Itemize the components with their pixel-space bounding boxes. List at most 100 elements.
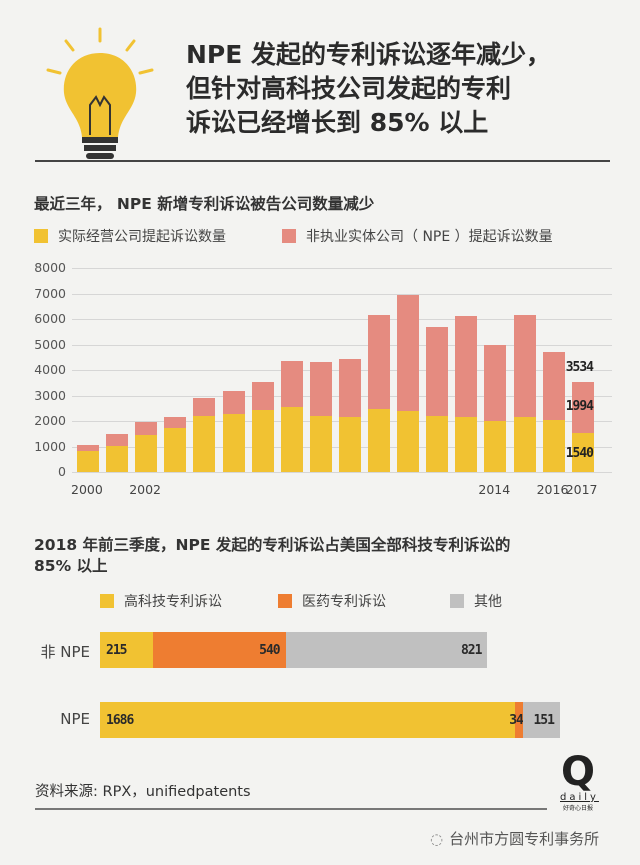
title-line: 诉讼已经增长到 85% 以上 — [186, 108, 489, 137]
bar-npe-2007 — [280, 360, 303, 407]
logo-sub: 好奇心日报 — [562, 805, 593, 812]
hbar-seg-其他: 821 — [285, 632, 488, 668]
bar-npe-2016 — [542, 351, 565, 421]
hbar-value: 215 — [106, 642, 128, 658]
bar-npe-2010 — [368, 315, 390, 409]
legend-label: 医药专利诉讼 — [302, 594, 386, 610]
hbar-value: 151 — [533, 712, 555, 728]
hbar-seg-医药专利诉讼: 34 — [509, 702, 524, 738]
y-tick-label: 8000 — [34, 260, 66, 275]
footer-divider — [35, 808, 547, 810]
legend-label: 实际经营公司提起诉讼数量 — [58, 229, 226, 245]
bar-npe-2000 — [77, 444, 99, 451]
y-tick-label: 1000 — [34, 438, 66, 454]
y-tick-label: 3000 — [34, 387, 66, 403]
legend-operating: 实际经营公司提起诉讼数量 — [34, 226, 226, 246]
gridline — [72, 344, 612, 346]
hbar-value: 34 — [509, 712, 524, 728]
chart1-title: 最近三年， NPE 新增专利诉讼被告公司数量减少 — [34, 195, 375, 213]
legend-label: 其他 — [474, 594, 502, 610]
x-tick-label: 2014 — [478, 482, 511, 497]
chart2-title: 2018 年前三季度，NPE 发起的专利诉讼占美国全部科技专利诉讼的 85% 以… — [34, 535, 510, 577]
title-line: 但针对高科技公司发起的专利 — [186, 74, 512, 103]
bar-operating-2010 — [368, 408, 390, 472]
bar-operating-2006 — [251, 410, 274, 472]
legend-swatch — [450, 594, 464, 608]
bar-operating-2015 — [513, 417, 536, 472]
logo-word: daily — [560, 792, 599, 803]
x-tick-label: 2002 — [129, 482, 161, 497]
label-operating: 1540 — [565, 446, 594, 462]
row-label-non-npe: 非 NPE — [40, 643, 90, 661]
hbar-seg-高科技专利诉讼: 215 — [100, 632, 153, 668]
bar-operating-2002 — [135, 434, 158, 472]
legend-swatch — [100, 594, 114, 608]
legend-swatch — [278, 594, 292, 608]
label-npe: 1994 — [565, 399, 594, 415]
page-title: NPE 发起的专利诉讼逐年减少， 但针对高科技公司发起的专利 诉讼已经增长到 8… — [186, 38, 626, 140]
legend-label: 非执业实体公司（ NPE ）提起诉讼数量 — [306, 229, 553, 245]
wechat-icon: ◌ — [430, 830, 444, 848]
bar-operating-2003 — [164, 428, 187, 472]
x-tick-label: 2000 — [71, 482, 103, 497]
bar-operating-2012 — [426, 415, 449, 472]
legend-label: 高科技专利诉讼 — [124, 594, 222, 610]
bar-npe-2002 — [135, 422, 158, 435]
gridline — [72, 472, 612, 473]
bar-operating-2005 — [222, 414, 245, 472]
chart2-title-line: 85% 以上 — [34, 557, 108, 575]
bar-npe-2015 — [513, 315, 536, 418]
bar-operating-2007 — [280, 406, 303, 472]
lightbulb-icon — [46, 27, 154, 159]
chart2-title-line: 2018 年前三季度，NPE 发起的专利诉讼占美国全部科技专利诉讼的 — [34, 536, 511, 554]
bar-operating-2008 — [309, 415, 332, 472]
bar-operating-2011 — [397, 411, 420, 472]
y-tick-label: 2000 — [34, 413, 66, 428]
bar-operating-2000 — [77, 450, 99, 472]
hbar-npe: 1686 34 151 — [100, 702, 560, 738]
qdaily-logo: Q daily 好奇心日报 — [560, 752, 596, 812]
gridline — [72, 268, 612, 269]
logo-letter: Q — [560, 749, 595, 795]
legend-swatch — [282, 229, 296, 243]
bar-operating-2013 — [455, 416, 478, 472]
bar-npe-2017 — [571, 381, 594, 433]
bar-npe-2013 — [455, 316, 478, 417]
y-tick-label: 6000 — [34, 311, 66, 326]
y-tick-label: 4000 — [34, 362, 66, 377]
legend-other: 其他 — [450, 591, 502, 611]
title-line: NPE 发起的专利诉讼逐年减少， — [186, 40, 552, 69]
bar-npe-2009 — [338, 358, 361, 417]
gridline — [72, 293, 612, 295]
bar-npe-2004 — [193, 397, 216, 416]
label-total: 3534 — [565, 359, 594, 375]
hbar-seg-高科技专利诉讼: 1686 — [100, 702, 515, 738]
legend-pharma: 医药专利诉讼 — [278, 591, 386, 611]
y-tick-label: 5000 — [34, 336, 66, 352]
source-note: 资料来源: RPX，unifiedpatents — [35, 784, 251, 800]
bar-npe-2006 — [251, 381, 274, 411]
watermark-text: 台州市方圆专利事务所 — [449, 830, 600, 848]
hbar-value: 1686 — [106, 712, 134, 728]
bar-operating-2004 — [193, 415, 216, 472]
row-label-npe: NPE — [60, 710, 90, 728]
bar-npe-2001 — [106, 433, 129, 446]
bar-npe-2011 — [397, 294, 420, 412]
x-tick-label: 2016 — [536, 482, 569, 497]
bar-npe-2008 — [309, 361, 332, 416]
hbar-seg-医药专利诉讼: 540 — [152, 632, 286, 668]
bar-operating-2017 — [571, 432, 594, 472]
bar-operating-2001 — [106, 445, 129, 472]
watermark: ◌ 台州市方圆专利事务所 — [430, 828, 599, 849]
header-divider — [35, 160, 610, 162]
stacked-bar-chart: 0 1000 2000 3000 4000 5000 6000 7000 8000 2000 200… — [34, 260, 612, 497]
hbar-seg-其他: 151 — [522, 702, 560, 738]
legend-npe: 非执业实体公司（ NPE ）提起诉讼数量 — [282, 226, 553, 246]
bar-npe-2014 — [484, 345, 507, 422]
y-tick-label: 7000 — [34, 285, 66, 301]
bar-operating-2009 — [338, 416, 361, 472]
hbar-value: 821 — [460, 642, 483, 658]
bar-operating-2016 — [542, 420, 565, 472]
hbar-value: 540 — [259, 642, 281, 658]
legend-hightech: 高科技专利诉讼 — [100, 591, 222, 611]
